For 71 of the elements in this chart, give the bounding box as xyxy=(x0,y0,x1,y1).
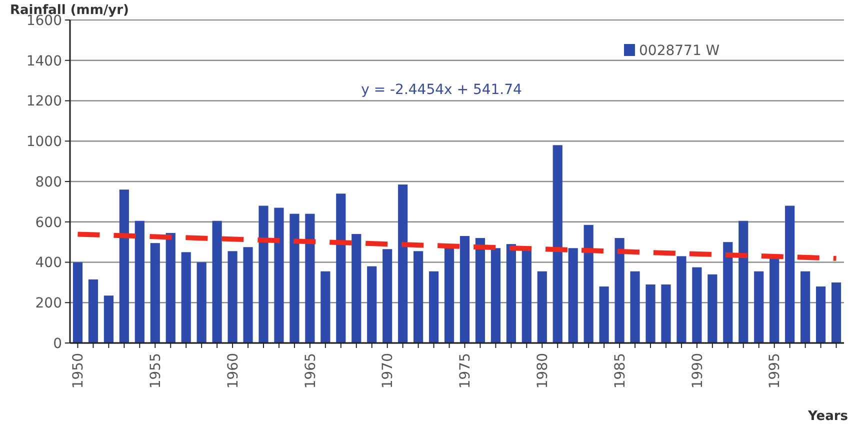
bar xyxy=(336,194,346,343)
bar xyxy=(661,284,671,343)
y-tick-label: 400 xyxy=(35,255,62,272)
bar xyxy=(785,206,795,343)
bar xyxy=(104,296,114,343)
bar xyxy=(754,271,764,343)
x-tick-label: 1960 xyxy=(225,353,242,389)
bar xyxy=(212,220,222,343)
bar xyxy=(816,286,826,343)
bar xyxy=(831,282,842,343)
bar xyxy=(305,214,315,343)
bar xyxy=(708,274,718,343)
bar xyxy=(506,244,516,343)
bar xyxy=(352,234,362,343)
bar xyxy=(584,224,594,343)
y-tick-label: 1000 xyxy=(26,134,62,150)
bar xyxy=(552,145,562,343)
y-tick-label: 600 xyxy=(35,214,62,231)
bar xyxy=(72,262,83,343)
x-axis-title: Years xyxy=(807,409,848,424)
bar xyxy=(800,271,810,343)
x-tick-label: 1985 xyxy=(612,353,628,389)
bar xyxy=(692,267,702,343)
bar xyxy=(243,247,253,343)
bar xyxy=(614,238,624,343)
bar xyxy=(150,243,160,343)
x-tick-label: 1965 xyxy=(302,353,319,389)
bar xyxy=(228,251,238,343)
bar xyxy=(630,271,640,343)
x-tick-label: 1970 xyxy=(380,353,396,389)
bar xyxy=(398,184,408,343)
y-tick-label: 800 xyxy=(35,174,62,190)
x-tick-label: 1990 xyxy=(690,353,706,389)
bar xyxy=(475,238,486,343)
bar xyxy=(382,249,392,343)
bar xyxy=(676,256,686,343)
y-tick-label: 1400 xyxy=(26,53,62,70)
bar xyxy=(770,258,780,343)
x-tick-label: 1995 xyxy=(767,353,784,389)
bar xyxy=(414,251,424,343)
bar xyxy=(522,250,532,343)
bar xyxy=(320,271,330,343)
y-tick-label: 0 xyxy=(53,336,62,352)
bar xyxy=(537,271,547,343)
x-tick-label: 1980 xyxy=(535,353,552,389)
bar xyxy=(599,286,609,343)
bar xyxy=(738,220,748,343)
x-tick-label: 1950 xyxy=(70,353,87,389)
bar xyxy=(88,279,98,343)
legend-label: 0028771 W xyxy=(639,42,720,59)
bar xyxy=(166,232,176,343)
bar xyxy=(134,220,144,343)
bar xyxy=(274,208,284,343)
bar xyxy=(290,214,300,343)
bar xyxy=(646,284,656,343)
bar xyxy=(428,271,439,343)
bar xyxy=(181,252,191,343)
x-tick-label: 1975 xyxy=(458,353,474,389)
bar xyxy=(490,248,500,343)
bar xyxy=(258,206,268,343)
bar xyxy=(568,248,578,343)
y-tick-label: 1200 xyxy=(26,94,62,110)
bar xyxy=(196,262,206,343)
bar xyxy=(367,266,377,343)
bar xyxy=(460,236,470,343)
x-tick-label: 1955 xyxy=(148,353,164,389)
y-tick-label: 200 xyxy=(35,296,62,312)
bar xyxy=(119,190,129,343)
bar xyxy=(444,246,454,343)
bar xyxy=(723,242,733,343)
annotation: y = -2.4454x + 541.74 xyxy=(361,82,522,98)
